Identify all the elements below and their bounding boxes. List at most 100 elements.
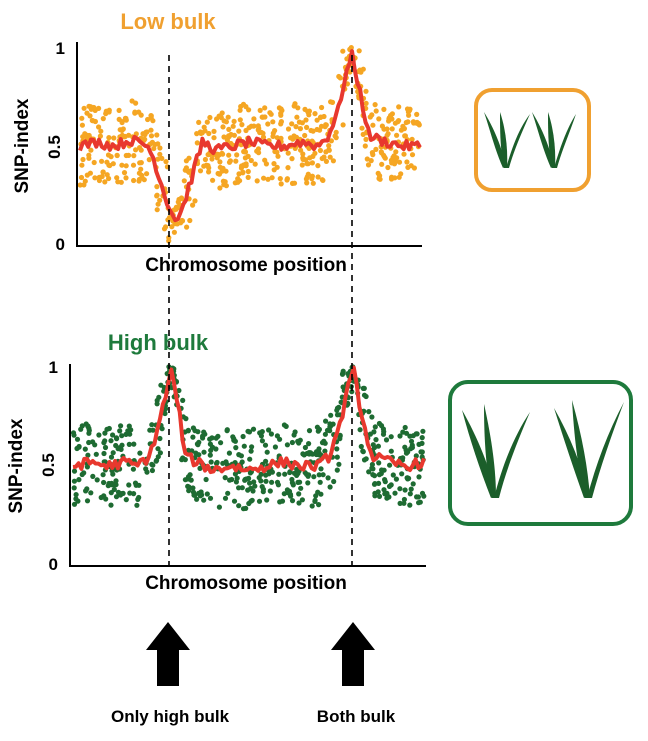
data-point (325, 475, 331, 481)
data-point (194, 140, 200, 146)
data-point (149, 461, 155, 467)
data-point (362, 143, 368, 149)
data-point (111, 482, 118, 488)
data-point (99, 158, 105, 164)
data-point (229, 476, 235, 483)
data-point (181, 178, 187, 184)
data-point (386, 494, 392, 500)
data-point (381, 487, 387, 493)
data-point (146, 157, 152, 163)
data-point (79, 122, 85, 128)
data-point (84, 498, 91, 504)
data-point (137, 450, 143, 456)
data-point (93, 451, 99, 457)
data-point (211, 135, 217, 141)
data-point (118, 423, 124, 429)
data-point (71, 485, 77, 491)
data-point (205, 152, 211, 158)
data-point (149, 467, 155, 474)
data-point (367, 114, 373, 120)
high-bulk-plant-box (448, 380, 633, 526)
data-point (136, 178, 142, 184)
data-point (251, 116, 257, 122)
data-point (207, 114, 213, 121)
data-point (249, 444, 255, 450)
data-point (313, 449, 320, 455)
data-point (211, 128, 217, 134)
low-ytick-0-5: 0.5 (45, 135, 64, 159)
data-point (241, 149, 247, 155)
data-point (363, 100, 369, 106)
data-point (302, 106, 308, 112)
data-point (106, 425, 112, 432)
data-point (304, 180, 310, 186)
data-point (319, 155, 325, 162)
data-point (392, 175, 398, 181)
data-point (259, 484, 265, 490)
data-point (71, 432, 77, 438)
data-point (157, 197, 163, 203)
data-point (317, 127, 323, 133)
data-point (270, 119, 276, 125)
data-point (370, 442, 376, 448)
data-point (220, 124, 226, 130)
data-point (304, 124, 310, 130)
data-point (126, 482, 132, 488)
data-point (142, 132, 148, 138)
data-point (81, 470, 87, 476)
data-point (388, 157, 394, 163)
data-point (402, 424, 408, 431)
data-point (371, 481, 378, 487)
data-point (363, 393, 369, 400)
data-point (306, 472, 312, 478)
data-point (356, 68, 362, 75)
data-point (225, 114, 231, 120)
data-point (204, 491, 210, 497)
data-point (113, 478, 119, 484)
data-point (102, 438, 108, 444)
data-point (405, 164, 411, 170)
data-point (246, 107, 252, 113)
data-point (379, 161, 385, 167)
data-point (281, 491, 287, 497)
data-point (217, 159, 223, 165)
data-point (123, 163, 129, 169)
data-point (236, 452, 242, 458)
data-point (248, 448, 254, 454)
data-point (113, 494, 120, 500)
data-point (365, 162, 372, 168)
data-point (327, 154, 333, 160)
data-point (296, 119, 302, 125)
data-point (154, 184, 160, 190)
data-point (234, 152, 240, 158)
data-point (85, 423, 91, 429)
data-point (407, 491, 413, 497)
data-point (330, 421, 336, 427)
data-point (314, 117, 320, 123)
snp-index-trend-line (78, 49, 422, 223)
data-point (296, 440, 302, 446)
data-point (384, 132, 390, 138)
data-point (386, 118, 392, 124)
data-point (405, 449, 411, 455)
high-bulk-line-group (72, 365, 426, 475)
data-point (323, 158, 329, 164)
data-point (287, 135, 294, 141)
data-point (201, 449, 207, 455)
low-bulk-line-group (78, 49, 422, 223)
data-point (388, 434, 394, 440)
data-point (284, 177, 290, 183)
data-point (207, 452, 213, 458)
data-point (230, 123, 236, 129)
data-point (108, 502, 114, 508)
data-point (312, 497, 318, 503)
low-bulk-points (77, 45, 422, 244)
data-point (154, 132, 160, 138)
data-point (80, 156, 86, 163)
data-point (148, 115, 154, 121)
data-point (123, 115, 129, 122)
data-point (302, 444, 308, 451)
data-point (197, 465, 203, 471)
data-point (138, 166, 144, 172)
data-point (104, 159, 110, 165)
